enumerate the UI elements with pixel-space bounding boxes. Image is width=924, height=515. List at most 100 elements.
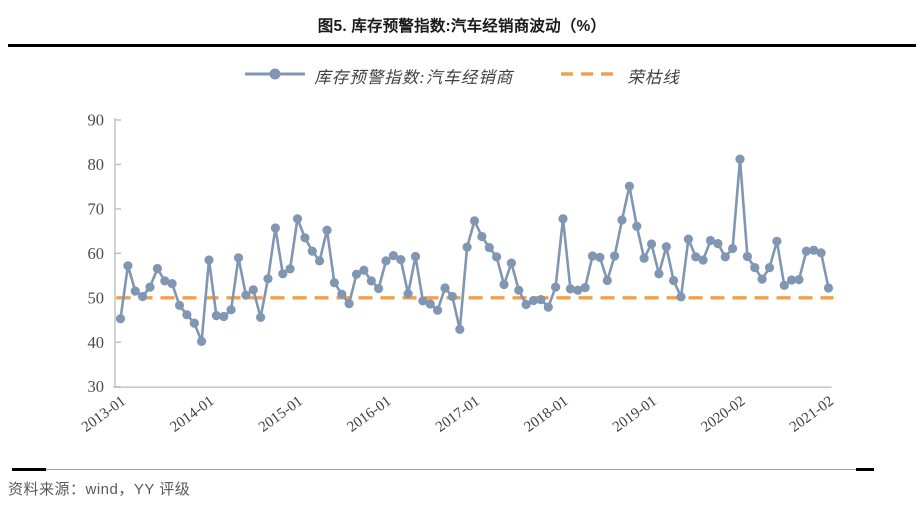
series-point [322, 225, 332, 235]
series-point [315, 256, 325, 266]
series-point [477, 231, 487, 242]
y-tick-label: 30 [88, 377, 105, 396]
series-point [624, 181, 635, 191]
series-point [418, 296, 428, 306]
series-point [764, 263, 775, 273]
series-point [587, 251, 598, 261]
series-point [152, 263, 162, 274]
chart-legend: 库存预警指数:汽车经销商 荣枯线 [0, 64, 924, 88]
y-tick-label: 70 [88, 199, 105, 218]
series-point [381, 256, 391, 266]
series-point [595, 252, 605, 262]
series-point [270, 223, 280, 233]
series-point [433, 305, 443, 315]
x-tick-label: 2019-01 [610, 393, 660, 435]
y-tick-label: 90 [88, 111, 105, 130]
series-point [558, 214, 568, 224]
legend-item-label: 荣枯线 [627, 68, 680, 87]
series-point [233, 253, 244, 263]
series-point [248, 285, 258, 295]
series-point [772, 236, 782, 246]
series-point [115, 314, 126, 324]
series-point [632, 221, 642, 231]
series-point [160, 276, 170, 286]
series-points [115, 154, 834, 346]
series-point [676, 292, 686, 302]
y-tick-label: 80 [88, 155, 105, 174]
series-point [536, 295, 546, 305]
series-point [528, 295, 539, 306]
series-point [543, 302, 553, 312]
series-point [425, 299, 435, 309]
series-point [809, 245, 819, 255]
series-point [816, 248, 826, 258]
series-point [189, 318, 199, 328]
x-tick-label: 2014-01 [167, 393, 217, 435]
title-divider [8, 44, 916, 47]
series-point [521, 299, 531, 310]
series-point [307, 246, 317, 256]
series-point [602, 275, 612, 286]
series-point [551, 282, 561, 292]
series-point [278, 269, 288, 279]
series-point [565, 284, 576, 294]
series-point [351, 269, 362, 279]
series-point [366, 276, 376, 286]
series-point [226, 305, 236, 315]
line-marker-swatch-icon [244, 67, 306, 86]
x-tick-label: 2015-01 [256, 393, 306, 435]
x-tick-label: 2021-02 [787, 393, 837, 435]
series-point [728, 243, 738, 254]
source-divider-accent-right [856, 468, 874, 471]
series-point [197, 336, 207, 346]
series-point [639, 253, 649, 263]
series-point [145, 282, 155, 292]
chart-canvas: 30 40 50 60 70 80 90 2013-01 2014-01 2015-01 2016-… [79, 111, 837, 436]
series-point [691, 252, 701, 262]
series-point [573, 285, 583, 295]
series-point [801, 246, 812, 256]
series-point [713, 239, 723, 249]
series-point [669, 275, 679, 286]
series-point [455, 324, 465, 334]
series-point [182, 310, 192, 320]
series-point [735, 154, 745, 164]
source-note: 资料来源：wind，YY 评级 [8, 481, 191, 498]
series-point [138, 291, 148, 302]
series-point [337, 289, 347, 299]
legend-item-breakeven: 荣枯线 [561, 64, 680, 88]
series-point [683, 234, 694, 244]
source-divider [12, 469, 874, 470]
series-point [329, 278, 339, 288]
series-point [174, 300, 185, 310]
series-point [447, 291, 457, 302]
x-tick-label: 2016-01 [344, 393, 394, 435]
series-point [241, 290, 251, 300]
series-point [256, 312, 266, 322]
series-point [440, 283, 450, 293]
series-point [285, 264, 295, 274]
series-point [742, 251, 753, 262]
y-tick-label: 40 [88, 333, 105, 352]
series-point [654, 269, 664, 279]
series-point [344, 299, 354, 309]
series-point [123, 261, 133, 271]
series-point [462, 242, 472, 252]
series-point [219, 311, 229, 322]
series-point [410, 251, 421, 262]
series-point [403, 289, 413, 299]
legend-item-label: 库存预警指数:汽车经销商 [314, 68, 514, 87]
series-point [359, 265, 369, 275]
series-point [794, 275, 804, 285]
series-point [646, 239, 657, 249]
source-divider-accent-left [12, 468, 46, 471]
series-point [204, 255, 214, 265]
series-point [787, 275, 797, 285]
x-tick-label: 2013-01 [79, 393, 129, 435]
series-point [374, 283, 384, 294]
series-point [484, 243, 494, 253]
dashed-line-swatch-icon [561, 67, 620, 86]
legend-item-index: 库存预警指数:汽车经销商 [244, 64, 513, 88]
series-point [263, 274, 273, 284]
series-point [698, 255, 708, 265]
